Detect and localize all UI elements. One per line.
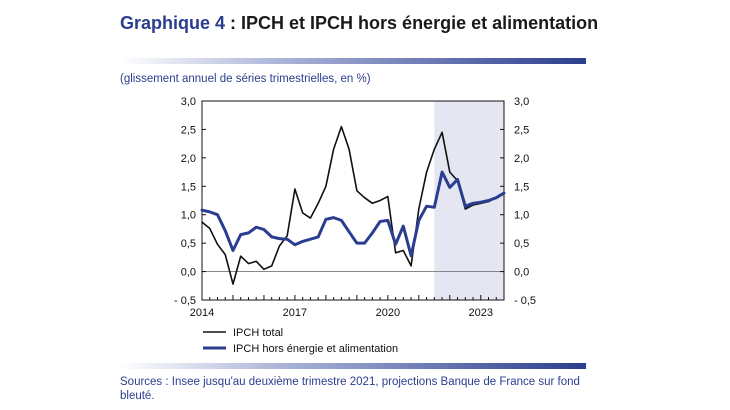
y-tick-label-right: 0,5 [514,238,529,250]
y-tick-label-left: 0,0 [181,267,196,279]
plot-frame [201,100,505,301]
projection-shading [434,101,504,300]
top-divider-bar [120,58,586,64]
y-tick-label-right: 1,0 [514,210,529,222]
chart-title: Graphique 4 : IPCH et IPCH hors énergie … [120,12,600,34]
y-tick-label-right: 2,5 [514,124,529,136]
y-tick-label-right: - 0,5 [514,295,536,307]
x-tick-label: 2020 [376,307,400,319]
y-tick-label-left: 1,0 [181,210,196,222]
sources-note: Sources : Insee jusqu'au deuxième trimes… [120,376,580,402]
y-tick-label-left: 3,0 [181,96,196,108]
chart-subtitle: (glissement annuel de séries trimestriel… [120,73,371,85]
bottom-divider-bar [120,363,586,369]
series-line-ipch-hors-energie [200,170,506,258]
y-tick-label-left: - 0,5 [174,295,196,307]
y-tick-label-right: 0,0 [514,267,529,279]
chart-title-text: : IPCH et IPCH hors énergie et alimentat… [225,13,599,33]
x-tick-label: 2017 [283,307,307,319]
x-tick-label: 2014 [190,307,214,319]
series-line-ipch-total [201,125,505,285]
y-tick-label-left: 2,0 [181,153,196,165]
legend-label: IPCH hors énergie et alimentation [233,343,398,355]
chart-title-prefix: Graphique 4 [120,13,226,33]
y-tick-label-left: 0,5 [181,238,196,250]
y-tick-label-left: 2,5 [181,124,196,136]
y-tick-label-right: 2,0 [514,153,529,165]
y-tick-label-right: 3,0 [514,96,529,108]
y-tick-label-left: 1,5 [181,181,196,193]
x-tick-label: 2023 [469,307,493,319]
legend-label: IPCH total [233,327,283,339]
y-tick-label-right: 1,5 [514,181,529,193]
